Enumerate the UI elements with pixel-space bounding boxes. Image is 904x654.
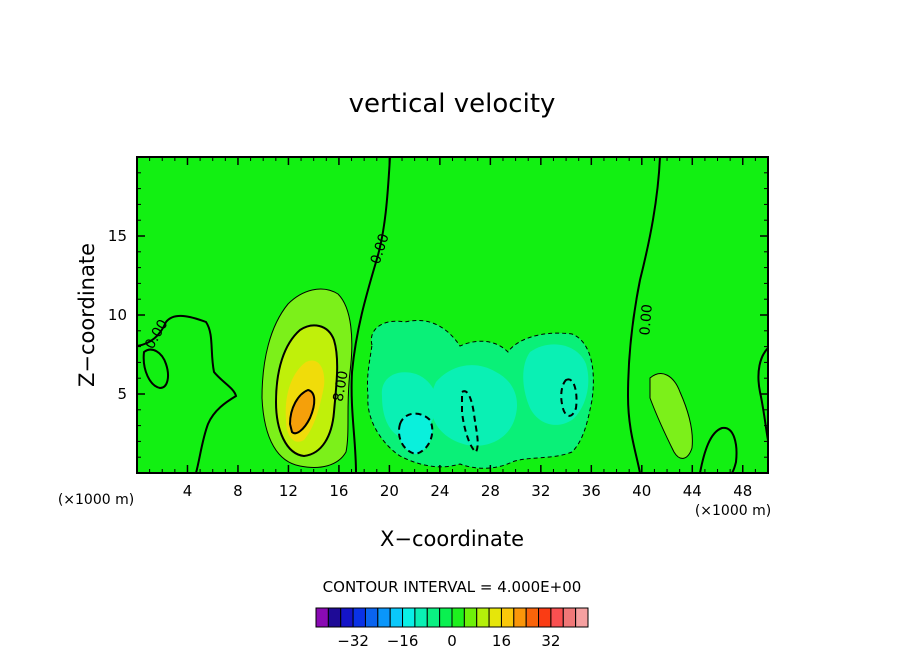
colorbar-swatch bbox=[550, 607, 564, 628]
contour-zero-left-inner bbox=[142, 348, 169, 390]
colorbar-swatch bbox=[476, 607, 490, 628]
colorbar-swatch bbox=[463, 607, 478, 628]
colorbar: −32 −16 0 16 32 bbox=[315, 607, 589, 650]
contour-negative-center bbox=[461, 390, 479, 454]
contour-positive-inner bbox=[288, 388, 316, 435]
x-tick-label: 32 bbox=[531, 482, 550, 500]
colorbar-tick-label: −16 bbox=[387, 632, 419, 650]
contour-negative-right bbox=[560, 378, 578, 417]
x-tick-label: 12 bbox=[279, 482, 298, 500]
colorbar-swatch bbox=[340, 607, 354, 628]
colorbar-tick-label: 0 bbox=[447, 632, 457, 650]
contour-zero-far-right bbox=[757, 347, 768, 441]
contour-positive-mid bbox=[274, 324, 339, 458]
colorbar-swatch bbox=[389, 607, 404, 628]
x-tick-label: 44 bbox=[683, 482, 702, 500]
contour-fill-negative-mid-right bbox=[523, 344, 589, 425]
x-axis-label: X−coordinate bbox=[380, 527, 524, 551]
contour-lines bbox=[137, 157, 768, 473]
x-unit-right: (×1000 m) bbox=[695, 503, 771, 519]
contour-label: 8.00 bbox=[331, 370, 352, 403]
contour-zero-bottom-right bbox=[699, 426, 738, 473]
colorbar-swatch bbox=[500, 607, 515, 628]
contour-negative-strong bbox=[398, 412, 434, 456]
y-tick-label: 15 bbox=[108, 227, 127, 245]
x-tick-label: 48 bbox=[733, 482, 752, 500]
x-tick-label: 28 bbox=[481, 482, 500, 500]
colorbar-swatch bbox=[315, 607, 329, 628]
x-tick-label: 20 bbox=[380, 482, 399, 500]
y-axis: 5 10 15 bbox=[108, 172, 768, 458]
contour-zero-right bbox=[626, 157, 661, 473]
contour-zero-center bbox=[350, 157, 391, 473]
colorbar-swatch bbox=[402, 607, 416, 628]
x-tick-label: 4 bbox=[183, 482, 193, 500]
x-tick-label: 8 bbox=[233, 482, 243, 500]
x-tick-label: 36 bbox=[582, 482, 601, 500]
colorbar-tick-label: −32 bbox=[337, 632, 369, 650]
chart-title: vertical velocity bbox=[349, 89, 556, 119]
colorbar-swatch bbox=[352, 607, 366, 628]
contour-positive-outer bbox=[261, 288, 353, 468]
contour-fill-positive-peak bbox=[290, 390, 315, 434]
colorbar-swatch bbox=[513, 607, 527, 628]
colorbar-swatch bbox=[575, 607, 589, 628]
colorbar-swatch bbox=[439, 607, 453, 628]
contour-fill-negative-mid-center bbox=[431, 365, 518, 446]
x-unit-left: (×1000 m) bbox=[58, 492, 134, 508]
contour-fill-positive-right bbox=[650, 373, 693, 459]
colorbar-swatch bbox=[377, 607, 391, 628]
x-tick-label: 16 bbox=[329, 482, 348, 500]
x-tick-label: 24 bbox=[430, 482, 449, 500]
colorbar-swatch bbox=[525, 607, 540, 628]
contour-positive-right bbox=[649, 373, 693, 459]
contour-negative-outer bbox=[367, 320, 594, 469]
y-tick-label: 5 bbox=[117, 385, 127, 403]
colorbar-swatch bbox=[364, 607, 379, 628]
x-axis: 4 8 12 16 20 24 28 32 36 40 44 48 bbox=[149, 157, 756, 500]
y-axis-label: Z−coordinate bbox=[75, 243, 99, 387]
colorbar-swatch bbox=[538, 607, 552, 628]
colorbar-swatch bbox=[488, 607, 502, 628]
colorbar-swatch bbox=[327, 607, 342, 628]
colorbar-tick-label: 32 bbox=[541, 632, 560, 650]
y-tick-label: 10 bbox=[108, 306, 127, 324]
colorbar-swatch bbox=[562, 607, 577, 628]
colorbar-swatch bbox=[451, 607, 465, 628]
colorbar-swatch bbox=[414, 607, 428, 628]
colorbar-tick-label: 16 bbox=[492, 632, 511, 650]
plot-area: 0.000.000.008.00 bbox=[137, 157, 768, 473]
contour-zero-left bbox=[137, 315, 238, 473]
colorbar-swatch bbox=[426, 607, 441, 628]
contour-fill-negative-strong bbox=[398, 413, 433, 454]
contour-label: 0.00 bbox=[637, 304, 656, 336]
x-tick-label: 40 bbox=[632, 482, 651, 500]
contour-interval-text: CONTOUR INTERVAL = 4.000E+00 bbox=[323, 578, 582, 596]
